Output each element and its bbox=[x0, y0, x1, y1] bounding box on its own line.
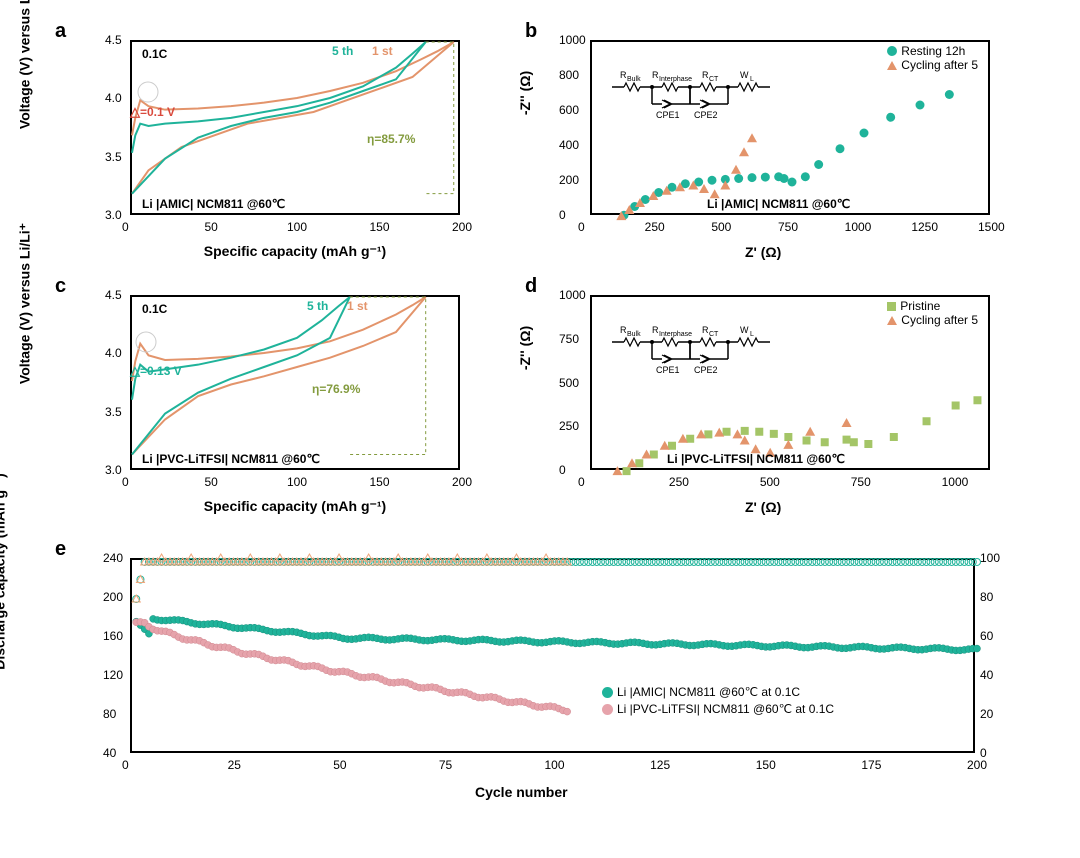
svg-text:Bulk: Bulk bbox=[627, 331, 641, 338]
xlabel-c: Specific capacity (mAh g⁻¹) bbox=[170, 498, 420, 515]
svg-text:CPE1: CPE1 bbox=[656, 365, 680, 375]
panel-c: Voltage (V) versus Li/Li⁺ 0.1C 5 th 1 st… bbox=[90, 285, 480, 510]
legend-e1: Li |AMIC| NCM811 @60℃ at 0.1C bbox=[617, 685, 800, 699]
panel-b: -Z'' (Ω) Resting 12h Cycling after 5 bbox=[545, 30, 1005, 255]
eta-c: η=76.9% bbox=[312, 382, 360, 396]
panel-label-e: e bbox=[55, 538, 66, 561]
svg-text:L: L bbox=[750, 331, 754, 338]
legend-e: Li |AMIC| NCM811 @60℃ at 0.1C Li |PVC-Li… bbox=[602, 685, 834, 716]
xlabel-e: Cycle number bbox=[475, 784, 568, 800]
sample-a: Li |AMIC| NCM811 @60℃ bbox=[142, 197, 285, 211]
svg-text:CT: CT bbox=[709, 76, 719, 83]
circuit-b: RBulk RInterphase RCT WL CPE1 CPE2 bbox=[612, 72, 812, 122]
panel-label-a: a bbox=[55, 20, 66, 43]
xlabel-a: Specific capacity (mAh g⁻¹) bbox=[170, 243, 420, 260]
xlabel-b: Z' (Ω) bbox=[745, 244, 781, 260]
panel-a: Voltage (V) versus Li/Li⁺ 0.1C 5 th 1 st… bbox=[90, 30, 480, 255]
chart-d: Pristine Cycling after 5 bbox=[590, 295, 990, 470]
svg-text:W: W bbox=[740, 325, 749, 335]
curves-a bbox=[132, 42, 462, 217]
legend-b1: Resting 12h bbox=[901, 44, 965, 58]
circuit-d: RBulk RInterphase RCT WL CPE1 CPE2 bbox=[612, 327, 812, 377]
svg-text:R: R bbox=[652, 325, 659, 335]
svg-text:Interphase: Interphase bbox=[659, 331, 692, 338]
svg-text:Interphase: Interphase bbox=[659, 76, 692, 83]
svg-text:R: R bbox=[702, 325, 709, 335]
legend-d2: Cycling after 5 bbox=[901, 313, 978, 327]
ylabel-c: Voltage (V) versus Li/Li⁺ bbox=[17, 204, 34, 404]
series5-c: 5 th bbox=[307, 299, 328, 313]
panel-d: -Z'' (Ω) Pristine Cycling after 5 bbox=[545, 285, 1005, 510]
panel-label-c: c bbox=[55, 275, 66, 298]
ylabel-d: -Z'' (Ω) bbox=[517, 288, 533, 408]
eta-a: η=85.7% bbox=[367, 132, 415, 146]
legend-b: Resting 12h Cycling after 5 bbox=[887, 44, 978, 72]
svg-text:CPE2: CPE2 bbox=[694, 365, 718, 375]
series5-a: 5 th bbox=[332, 44, 353, 58]
chart-c: 0.1C 5 th 1 st η=76.9% △=0.13 V Li |PVC-… bbox=[130, 295, 460, 470]
scatter-e bbox=[132, 560, 977, 755]
legend-e2: Li |PVC-LiTFSI| NCM811 @60℃ at 0.1C bbox=[617, 702, 834, 716]
chart-e: Li |AMIC| NCM811 @60℃ at 0.1C Li |PVC-Li… bbox=[130, 558, 975, 753]
series1-a: 1 st bbox=[372, 44, 393, 58]
svg-text:R: R bbox=[620, 325, 627, 335]
legend-b2: Cycling after 5 bbox=[901, 58, 978, 72]
svg-text:R: R bbox=[702, 70, 709, 80]
chart-b: Resting 12h Cycling after 5 bbox=[590, 40, 990, 215]
sample-c: Li |PVC-LiTFSI| NCM811 @60℃ bbox=[142, 452, 320, 466]
ylabel-b: -Z'' (Ω) bbox=[517, 33, 533, 153]
series1-c: 1 st bbox=[347, 299, 368, 313]
sample-d: Li |PVC-LiTFSI| NCM811 @60℃ bbox=[667, 452, 845, 466]
svg-text:R: R bbox=[652, 70, 659, 80]
svg-text:R: R bbox=[620, 70, 627, 80]
panel-e: Discharge capacity (mAh g⁻¹) Coulombic e… bbox=[75, 548, 1030, 798]
rate-a: 0.1C bbox=[142, 47, 167, 61]
delta-c: △=0.13 V bbox=[130, 363, 182, 379]
svg-text:CPE1: CPE1 bbox=[656, 110, 680, 120]
xlabel-d: Z' (Ω) bbox=[745, 499, 781, 515]
ylabel-a: Voltage (V) versus Li/Li⁺ bbox=[17, 0, 34, 149]
legend-d: Pristine Cycling after 5 bbox=[887, 299, 978, 327]
legend-d1: Pristine bbox=[900, 299, 940, 313]
svg-text:W: W bbox=[740, 70, 749, 80]
ylabel-e-left: Discharge capacity (mAh g⁻¹) bbox=[0, 457, 9, 687]
rate-c: 0.1C bbox=[142, 302, 167, 316]
chart-a: 0.1C 5 th 1 st η=85.7% △=0.1 V Li |AMIC|… bbox=[130, 40, 460, 215]
svg-text:Bulk: Bulk bbox=[627, 76, 641, 83]
svg-text:CT: CT bbox=[709, 331, 719, 338]
delta-a: △=0.1 V bbox=[130, 104, 175, 120]
sample-b: Li |AMIC| NCM811 @60℃ bbox=[707, 197, 850, 211]
svg-text:CPE2: CPE2 bbox=[694, 110, 718, 120]
curves-c bbox=[132, 297, 462, 472]
svg-text:L: L bbox=[750, 76, 754, 83]
